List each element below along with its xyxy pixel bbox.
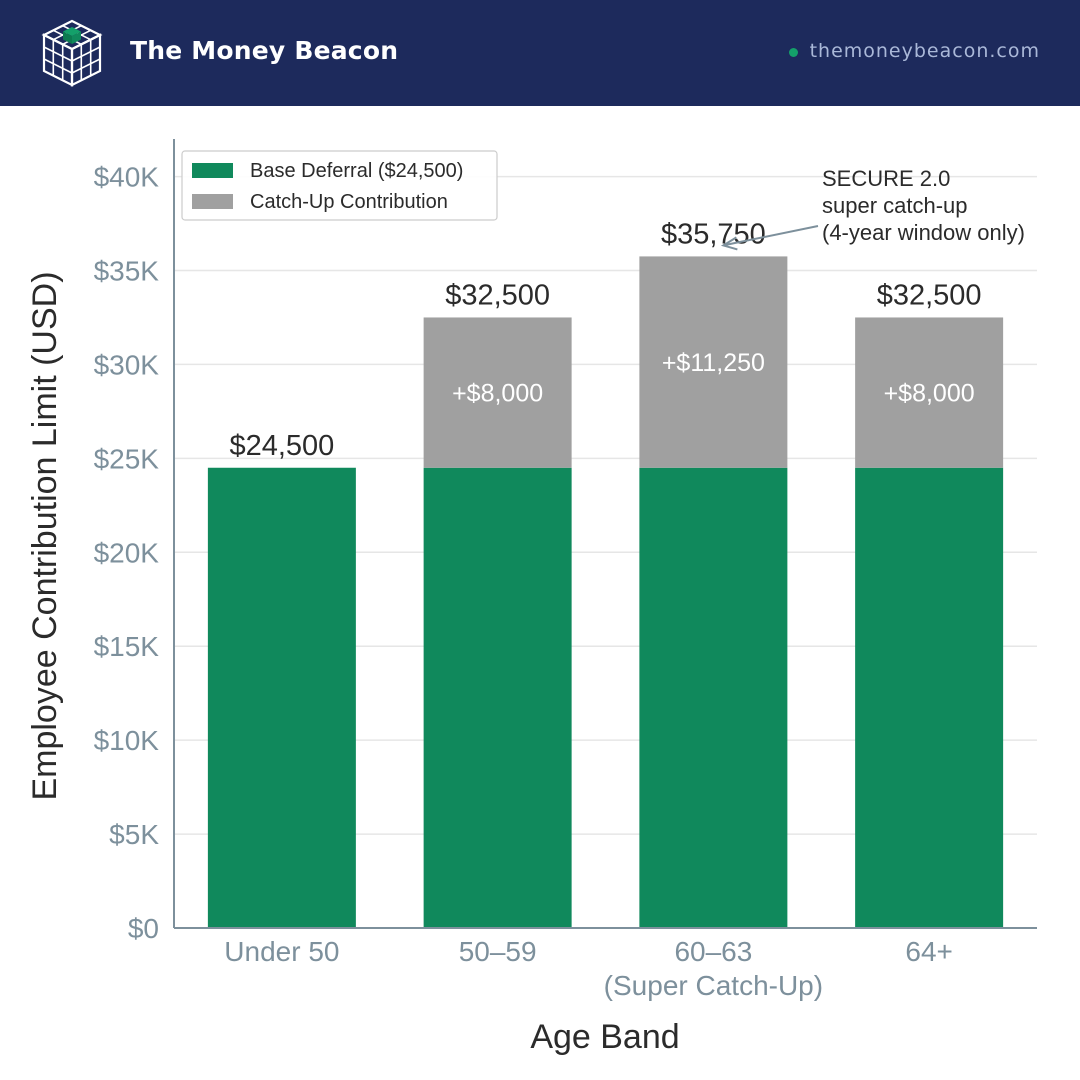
legend-label-base: Base Deferral ($24,500) <box>250 160 463 182</box>
legend-swatch-base <box>192 163 233 178</box>
legend-swatch-catch-up <box>192 194 233 209</box>
y-tick-label: $40K <box>94 162 160 193</box>
bar-catch-up <box>639 256 788 468</box>
total-label: $35,750 <box>661 218 766 250</box>
y-tick-label: $15K <box>94 631 160 662</box>
segment-label: +$8,000 <box>884 380 975 408</box>
bar-catch-up <box>423 317 572 468</box>
total-label: $32,500 <box>445 279 550 311</box>
total-label: $32,500 <box>877 279 982 311</box>
segment-label: +$11,250 <box>662 349 765 377</box>
bar-base-deferral <box>639 467 788 928</box>
y-tick-label: $10K <box>94 725 160 756</box>
x-tick-sublabel: (Super Catch-Up) <box>604 970 823 1001</box>
total-label: $24,500 <box>229 430 334 462</box>
x-tick-label: 50–59 <box>459 936 537 967</box>
legend-label-catch-up: Catch-Up Contribution <box>250 191 448 213</box>
y-tick-label: $5K <box>109 819 159 850</box>
y-tick-label: $30K <box>94 349 160 380</box>
x-tick-label: 64+ <box>905 936 953 967</box>
annotation-text: super catch-up <box>822 193 968 218</box>
y-tick-label: $25K <box>94 443 160 474</box>
cube-grid-icon <box>41 19 103 87</box>
bar-base-deferral <box>423 467 572 928</box>
header-bar: The Money Beacon themoneybeacon.com <box>0 0 1080 106</box>
y-axis-title: Employee Contribution Limit (USD) <box>26 271 64 800</box>
status-dot-icon <box>789 48 798 57</box>
contribution-limit-chart: $24,500 Under 50 +$8,000 $32,500 50–59 +$11,2… <box>26 139 1037 1056</box>
x-tick-label: 60–63 <box>674 936 752 967</box>
bar-base-deferral <box>855 467 1004 928</box>
x-tick-label: Under 50 <box>224 936 339 967</box>
segment-label: +$8,000 <box>452 380 543 408</box>
annotation-text: (4-year window only) <box>822 220 1025 245</box>
legend-box <box>181 150 498 221</box>
annotation-arrow <box>723 225 819 247</box>
y-tick-label: $20K <box>94 537 160 568</box>
bar-base-deferral <box>207 467 356 928</box>
x-axis-title: Age Band <box>530 1018 679 1056</box>
y-tick-label: $0 <box>128 913 159 944</box>
bar-catch-up <box>855 317 1004 468</box>
brand-name: The Money Beacon <box>130 36 399 65</box>
site-url: themoneybeacon.com <box>809 40 1040 62</box>
annotation-arrowhead <box>720 236 738 251</box>
y-tick-label: $35K <box>94 256 160 287</box>
annotation-text: SECURE 2.0 <box>822 166 950 191</box>
